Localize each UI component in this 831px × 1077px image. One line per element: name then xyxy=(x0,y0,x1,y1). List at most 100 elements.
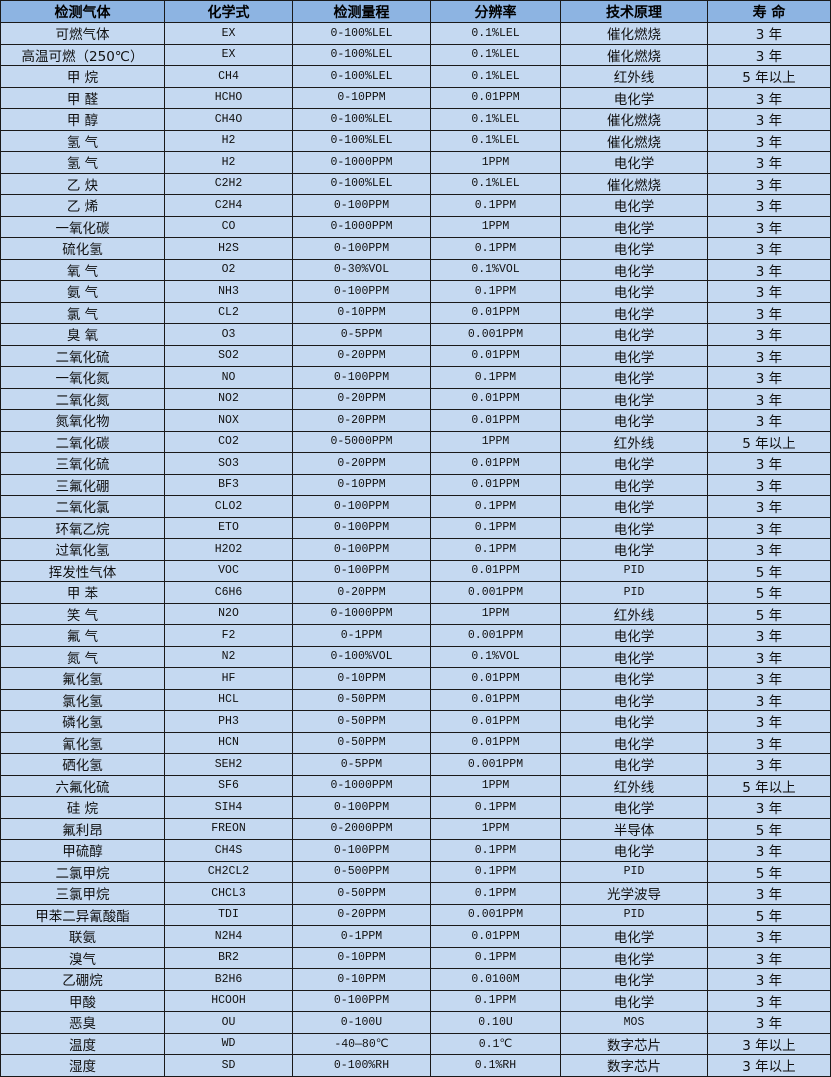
cell-principle: MOS xyxy=(560,1011,708,1034)
cell-gas: 挥发性气体 xyxy=(0,559,165,582)
cell-gas: 二氧化硫 xyxy=(0,344,165,367)
cell-resolution: 0.01PPM xyxy=(430,409,561,432)
table-row: 二氧化氯 CLO2 0-100PPM 0.1PPM 电化学 3 年 xyxy=(0,495,831,518)
cell-range: 0-1000PPM xyxy=(292,151,431,174)
cell-lifespan: 5 年 xyxy=(707,602,831,625)
cell-formula: SO3 xyxy=(164,452,293,475)
cell-gas: 三氯甲烷 xyxy=(0,882,165,905)
cell-principle: 电化学 xyxy=(560,495,708,518)
cell-resolution: 0.001PPM xyxy=(430,624,561,647)
table-row: 氨 气 NH3 0-100PPM 0.1PPM 电化学 3 年 xyxy=(0,280,831,303)
cell-resolution: 0.1PPM xyxy=(430,839,561,862)
cell-formula: SEH2 xyxy=(164,753,293,776)
table-row: 磷化氢 PH3 0-50PPM 0.01PPM 电化学 3 年 xyxy=(0,710,831,733)
cell-principle: 电化学 xyxy=(560,538,708,561)
cell-lifespan: 3 年 xyxy=(707,387,831,410)
cell-gas: 二氧化氮 xyxy=(0,387,165,410)
cell-formula: FREON xyxy=(164,817,293,840)
cell-lifespan: 3 年 xyxy=(707,452,831,475)
cell-gas: 氧 气 xyxy=(0,258,165,281)
cell-range: 0-100PPM xyxy=(292,516,431,539)
cell-resolution: 0.1PPM xyxy=(430,194,561,217)
cell-principle: 电化学 xyxy=(560,946,708,969)
cell-resolution: 0.1℃ xyxy=(430,1032,561,1055)
table-row: 甲酸 HCOOH 0-100PPM 0.1PPM 电化学 3 年 xyxy=(0,989,831,1012)
table-row: 硫化氢 H2S 0-100PPM 0.1PPM 电化学 3 年 xyxy=(0,237,831,260)
cell-range: 0-20PPM xyxy=(292,581,431,604)
table-row: 甲苯二异氰酸酯 TDI 0-20PPM 0.001PPM PID 5 年 xyxy=(0,903,831,926)
table-row: 三氯甲烷 CHCL3 0-50PPM 0.1PPM 光学波导 3 年 xyxy=(0,882,831,905)
cell-gas: 一氧化氮 xyxy=(0,366,165,389)
cell-lifespan: 3 年 xyxy=(707,968,831,991)
table-row: 三氧化硫 SO3 0-20PPM 0.01PPM 电化学 3 年 xyxy=(0,452,831,475)
cell-range: 0-10PPM xyxy=(292,473,431,496)
cell-formula: CH4S xyxy=(164,839,293,862)
cell-gas: 氯化氢 xyxy=(0,688,165,711)
cell-principle: 催化燃烧 xyxy=(560,22,708,45)
cell-range: 0-100PPM xyxy=(292,839,431,862)
cell-range: 0-100U xyxy=(292,1011,431,1034)
table-row: 笑 气 N2O 0-1000PPM 1PPM 红外线 5 年 xyxy=(0,602,831,625)
cell-formula: SO2 xyxy=(164,344,293,367)
header-row: 检测气体 化学式 检测量程 分辨率 技术原理 寿 命 xyxy=(0,0,831,23)
cell-range: 0-1000PPM xyxy=(292,215,431,238)
cell-formula: N2O xyxy=(164,602,293,625)
table-row: 二氧化氮 NO2 0-20PPM 0.01PPM 电化学 3 年 xyxy=(0,387,831,410)
cell-principle: 电化学 xyxy=(560,925,708,948)
cell-resolution: 0.01PPM xyxy=(430,86,561,109)
cell-lifespan: 3 年 xyxy=(707,409,831,432)
cell-range: 0-100PPM xyxy=(292,538,431,561)
cell-principle: 电化学 xyxy=(560,452,708,475)
cell-principle: 电化学 xyxy=(560,839,708,862)
cell-gas: 恶臭 xyxy=(0,1011,165,1034)
cell-resolution: 0.1%RH xyxy=(430,1054,561,1077)
cell-range: 0-50PPM xyxy=(292,731,431,754)
table-row: 甲 醛 HCHO 0-10PPM 0.01PPM 电化学 3 年 xyxy=(0,86,831,109)
cell-resolution: 1PPM xyxy=(430,430,561,453)
cell-principle: 电化学 xyxy=(560,409,708,432)
cell-formula: C6H6 xyxy=(164,581,293,604)
cell-gas: 硫化氢 xyxy=(0,237,165,260)
cell-gas: 硅 烷 xyxy=(0,796,165,819)
cell-principle: 电化学 xyxy=(560,86,708,109)
cell-gas: 湿度 xyxy=(0,1054,165,1077)
cell-range: 0-100%LEL xyxy=(292,43,431,66)
cell-gas: 一氧化碳 xyxy=(0,215,165,238)
cell-gas: 三氧化硫 xyxy=(0,452,165,475)
cell-range: 0-100PPM xyxy=(292,495,431,518)
cell-formula: CHCL3 xyxy=(164,882,293,905)
cell-range: 0-100PPM xyxy=(292,366,431,389)
table-row: 二氧化硫 SO2 0-20PPM 0.01PPM 电化学 3 年 xyxy=(0,344,831,367)
table-row: 二氯甲烷 CH2CL2 0-500PPM 0.1PPM PID 5 年 xyxy=(0,860,831,883)
cell-range: 0-100%RH xyxy=(292,1054,431,1077)
cell-gas: 氮氧化物 xyxy=(0,409,165,432)
cell-gas: 甲硫醇 xyxy=(0,839,165,862)
cell-lifespan: 3 年 xyxy=(707,215,831,238)
cell-range: 0-30%VOL xyxy=(292,258,431,281)
cell-formula: HCN xyxy=(164,731,293,754)
cell-resolution: 0.01PPM xyxy=(430,710,561,733)
cell-principle: 电化学 xyxy=(560,387,708,410)
table-row: 一氧化碳 CO 0-1000PPM 1PPM 电化学 3 年 xyxy=(0,215,831,238)
table-row: 一氧化氮 NO 0-100PPM 0.1PPM 电化学 3 年 xyxy=(0,366,831,389)
cell-gas: 三氟化硼 xyxy=(0,473,165,496)
cell-resolution: 0.1%LEL xyxy=(430,129,561,152)
cell-range: 0-100PPM xyxy=(292,796,431,819)
cell-lifespan: 3 年 xyxy=(707,194,831,217)
cell-lifespan: 3 年 xyxy=(707,946,831,969)
cell-resolution: 0.01PPM xyxy=(430,452,561,475)
cell-principle: 电化学 xyxy=(560,280,708,303)
cell-gas: 氯 气 xyxy=(0,301,165,324)
cell-principle: 半导体 xyxy=(560,817,708,840)
cell-range: 0-500PPM xyxy=(292,860,431,883)
cell-range: 0-50PPM xyxy=(292,710,431,733)
table-row: 乙 炔 C2H2 0-100%LEL 0.1%LEL 催化燃烧 3 年 xyxy=(0,172,831,195)
cell-lifespan: 3 年 xyxy=(707,516,831,539)
cell-lifespan: 3 年 xyxy=(707,624,831,647)
cell-resolution: 0.1PPM xyxy=(430,538,561,561)
cell-lifespan: 5 年以上 xyxy=(707,430,831,453)
cell-resolution: 0.01PPM xyxy=(430,559,561,582)
cell-lifespan: 3 年 xyxy=(707,129,831,152)
cell-gas: 氰化氢 xyxy=(0,731,165,754)
cell-principle: 催化燃烧 xyxy=(560,108,708,131)
